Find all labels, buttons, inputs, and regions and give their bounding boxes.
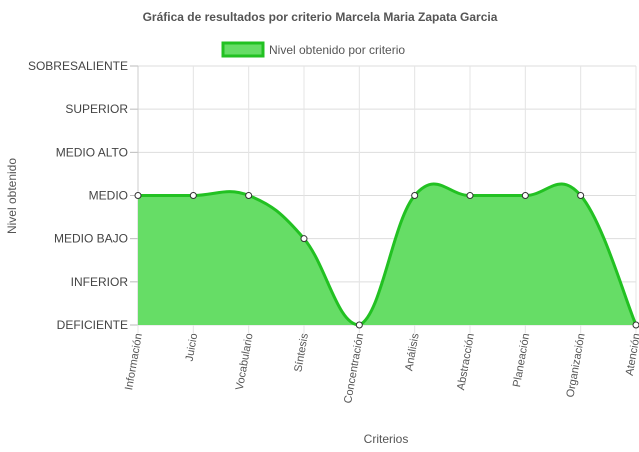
data-point[interactable] — [245, 192, 253, 199]
y-tick-label: MEDIO BAJO — [54, 232, 128, 246]
data-point[interactable] — [189, 192, 197, 199]
y-tick-label: MEDIO ALTO — [56, 145, 128, 159]
data-point[interactable] — [577, 192, 585, 199]
series-area — [138, 183, 636, 325]
x-tick-label: Organización — [565, 332, 588, 398]
data-point[interactable] — [134, 192, 142, 199]
x-tick-label: Vocabulario — [234, 332, 256, 391]
chart-title: Gráfica de resultados por criterio Marce… — [143, 10, 498, 24]
data-point[interactable] — [521, 192, 529, 199]
legend-label: Nivel obtenido por criterio — [269, 43, 405, 57]
legend-swatch — [221, 41, 265, 58]
data-point[interactable] — [355, 321, 363, 329]
x-tick-label: Análisis — [403, 332, 421, 372]
data-point[interactable] — [466, 192, 474, 199]
x-tick-label: Abstracción — [455, 332, 477, 391]
x-tick-label: Planeación — [511, 332, 532, 388]
legend[interactable]: Nivel obtenido por criterio — [221, 41, 405, 58]
x-tick-label: Concentración — [342, 332, 366, 404]
y-axis-label: Nivel obtenido — [5, 158, 19, 234]
y-tick-label: SUPERIOR — [65, 102, 128, 116]
y-tick-label: SOBRESALIENTE — [28, 59, 128, 73]
series-line — [138, 182, 638, 327]
data-point[interactable] — [632, 321, 639, 329]
x-tick-label: Síntesis — [292, 332, 311, 373]
x-tick-label: Atención — [624, 332, 639, 376]
y-tick-label: MEDIO — [89, 189, 128, 203]
x-tick-label: Información — [123, 332, 145, 391]
x-axis-label: Criterios — [364, 432, 409, 446]
data-point[interactable] — [411, 192, 419, 199]
y-tick-label: DEFICIENTE — [57, 318, 128, 332]
y-tick-label: INFERIOR — [71, 275, 129, 289]
data-point[interactable] — [300, 235, 308, 243]
x-tick-label: Juicio — [184, 332, 201, 362]
